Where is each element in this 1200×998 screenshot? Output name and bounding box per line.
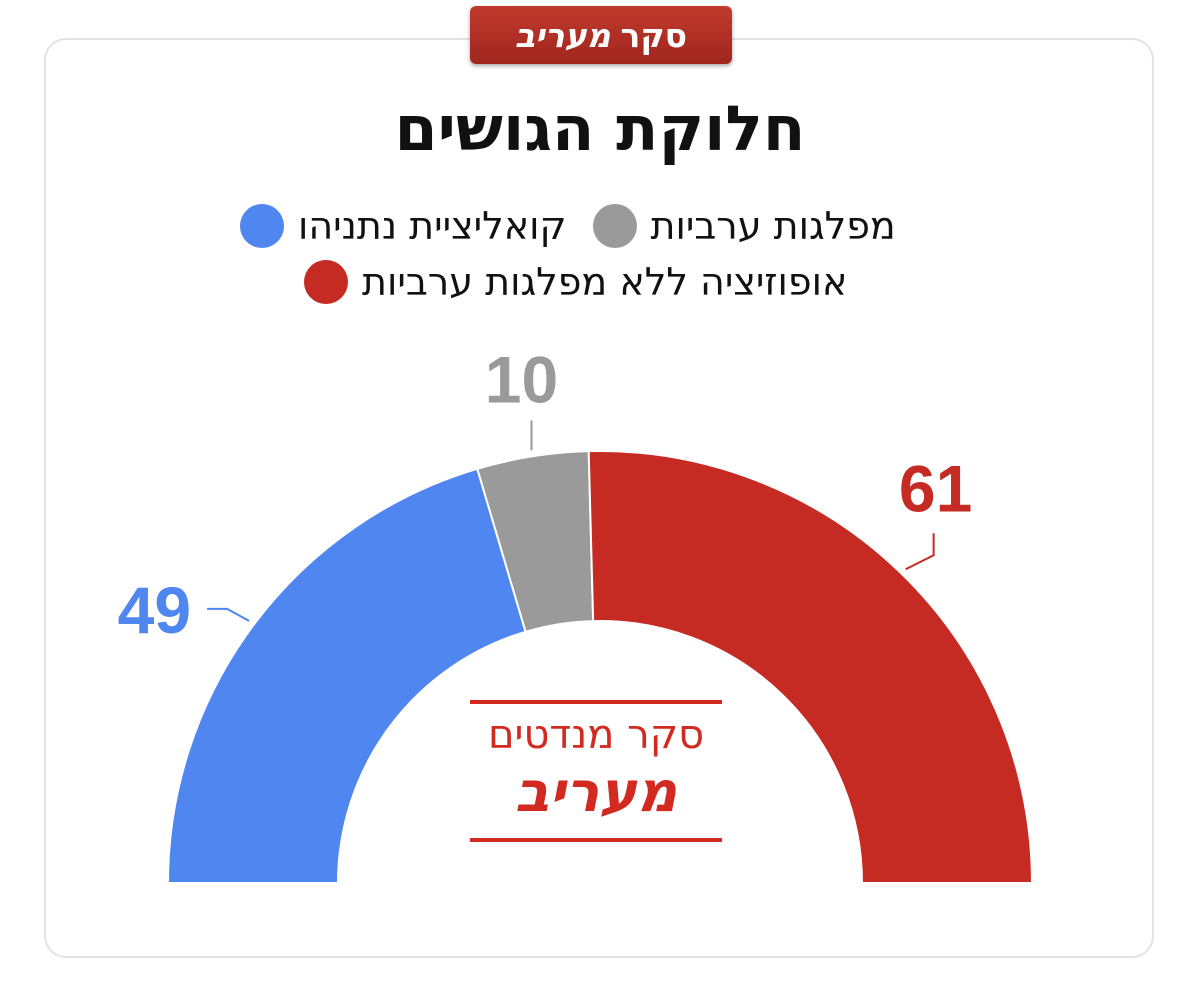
maariv-logo: סקר מנדטים מעריב [470, 700, 722, 842]
value-label-arab-parties: 10 [485, 342, 558, 416]
leader-line [905, 533, 935, 571]
legend-item-arab-parties: מפלגות ערביות [592, 204, 896, 248]
badge-brand: מעריב [514, 15, 611, 55]
logo-top-rule [470, 700, 722, 704]
legend-dot-blue [240, 204, 284, 248]
legend-label-arab-parties: מפלגות ערביות [650, 204, 896, 248]
legend-item-opposition: אופוזיציה ללא מפלגות ערביות [304, 260, 847, 304]
value-label-coalition: 49 [118, 573, 191, 647]
legend-dot-gray [592, 204, 637, 248]
legend-label-coalition: קואליציית נתניהו [298, 204, 567, 248]
logo-line1: סקר מנדטים [487, 712, 705, 758]
legend-row-1: מפלגות ערביות קואליציית נתניהו [240, 204, 896, 248]
chart-title: חלוקת הגושים [394, 92, 806, 165]
slice-coalition [166, 467, 527, 884]
legend-label-opposition: אופוזיציה ללא מפלגות ערביות [362, 260, 848, 304]
value-label-opposition: 61 [899, 451, 972, 525]
slice-opposition [587, 450, 1034, 884]
poll-badge: סקר מעריב [470, 6, 732, 64]
logo-line2: מעריב [514, 760, 678, 825]
legend-dot-red [304, 260, 348, 304]
logo-bottom-rule [470, 838, 722, 842]
legend-item-coalition: קואליציית נתניהו [240, 204, 567, 248]
leader-line [207, 607, 250, 622]
legend-row-2: אופוזיציה ללא מפלגות ערביות [304, 260, 847, 304]
badge-prefix: סקר [620, 15, 688, 55]
